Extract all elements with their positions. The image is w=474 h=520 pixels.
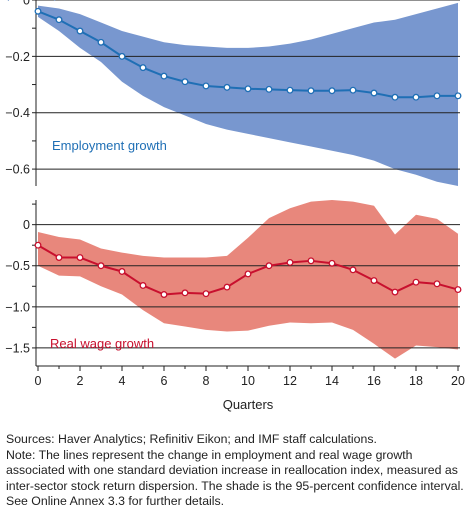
data-point bbox=[286, 259, 294, 266]
y-tick-label: −0.4 bbox=[5, 106, 30, 120]
data-point bbox=[265, 262, 273, 270]
data-point bbox=[55, 254, 63, 261]
series-annotation: Real wage growth bbox=[50, 336, 154, 351]
confidence-band bbox=[38, 200, 458, 359]
y-tick-label: −0.6 bbox=[5, 163, 30, 177]
figure-notes: Sources: Haver Analytics; Refinitiv Eiko… bbox=[6, 432, 468, 510]
x-tick-label: 18 bbox=[409, 374, 423, 388]
data-point bbox=[97, 262, 105, 270]
data-point bbox=[244, 270, 252, 278]
data-point bbox=[181, 78, 189, 86]
note-text: Note: The lines represent the change in … bbox=[6, 447, 464, 509]
series-annotation: Employment growth bbox=[52, 138, 167, 153]
data-point bbox=[160, 72, 168, 80]
sources-text: Sources: Haver Analytics; Refinitiv Eiko… bbox=[6, 432, 377, 446]
data-point bbox=[307, 87, 315, 95]
x-tick-label: 2 bbox=[77, 374, 84, 388]
data-point bbox=[391, 93, 399, 101]
data-point bbox=[118, 268, 126, 275]
data-point bbox=[454, 92, 462, 100]
data-point bbox=[139, 282, 147, 289]
data-point bbox=[454, 286, 462, 294]
x-tick-label: 6 bbox=[161, 374, 168, 388]
y-unit-label: (Percent) bbox=[6, 0, 59, 1]
data-point bbox=[370, 277, 378, 284]
x-tick-label: 12 bbox=[283, 374, 297, 388]
data-point bbox=[370, 89, 378, 97]
x-tick-label: 4 bbox=[119, 374, 126, 388]
x-tick-label: 20 bbox=[451, 374, 465, 388]
y-tick-label: 0 bbox=[23, 218, 30, 232]
data-point bbox=[76, 254, 84, 261]
data-point bbox=[202, 290, 210, 298]
data-point bbox=[223, 83, 231, 91]
y-tick-label: −1.5 bbox=[5, 341, 30, 355]
data-point bbox=[34, 7, 42, 15]
data-point bbox=[34, 241, 42, 249]
x-axis-title: Quarters bbox=[223, 397, 274, 412]
y-tick-label: −1.0 bbox=[5, 300, 30, 314]
real-wage-panel: 0 −0.5 −1.0 −1.5 Real wage growth bbox=[5, 200, 462, 366]
data-point bbox=[76, 27, 84, 35]
data-point bbox=[328, 87, 336, 95]
data-point bbox=[265, 85, 273, 93]
data-point bbox=[181, 289, 189, 297]
x-tick-label: 0 bbox=[35, 374, 42, 388]
data-point bbox=[223, 283, 231, 291]
data-point bbox=[391, 288, 399, 296]
data-point bbox=[307, 257, 315, 265]
data-point bbox=[118, 52, 126, 60]
confidence-band bbox=[38, 2, 458, 186]
data-point bbox=[349, 86, 357, 94]
data-point bbox=[433, 92, 441, 100]
data-point bbox=[412, 278, 420, 286]
data-point bbox=[328, 259, 336, 267]
x-tick-label: 10 bbox=[241, 374, 255, 388]
data-point bbox=[349, 266, 357, 274]
data-point bbox=[244, 85, 252, 93]
data-point bbox=[160, 291, 168, 298]
x-tick-label: 16 bbox=[367, 374, 381, 388]
employment-panel: 0 −0.2 −0.4 −0.6 Employment growth (Percent) bbox=[5, 0, 462, 186]
y-tick-label: 0 bbox=[23, 0, 30, 8]
data-point bbox=[202, 82, 210, 90]
y-tick-label: −0.2 bbox=[5, 50, 30, 64]
y-tick-label: −0.5 bbox=[5, 259, 30, 273]
data-point bbox=[139, 64, 147, 72]
data-point bbox=[55, 16, 63, 24]
data-point bbox=[286, 86, 294, 94]
data-point bbox=[97, 38, 105, 46]
x-tick-label: 14 bbox=[325, 374, 339, 388]
data-point bbox=[433, 280, 441, 288]
data-point bbox=[412, 93, 420, 101]
x-tick-label: 8 bbox=[203, 374, 210, 388]
